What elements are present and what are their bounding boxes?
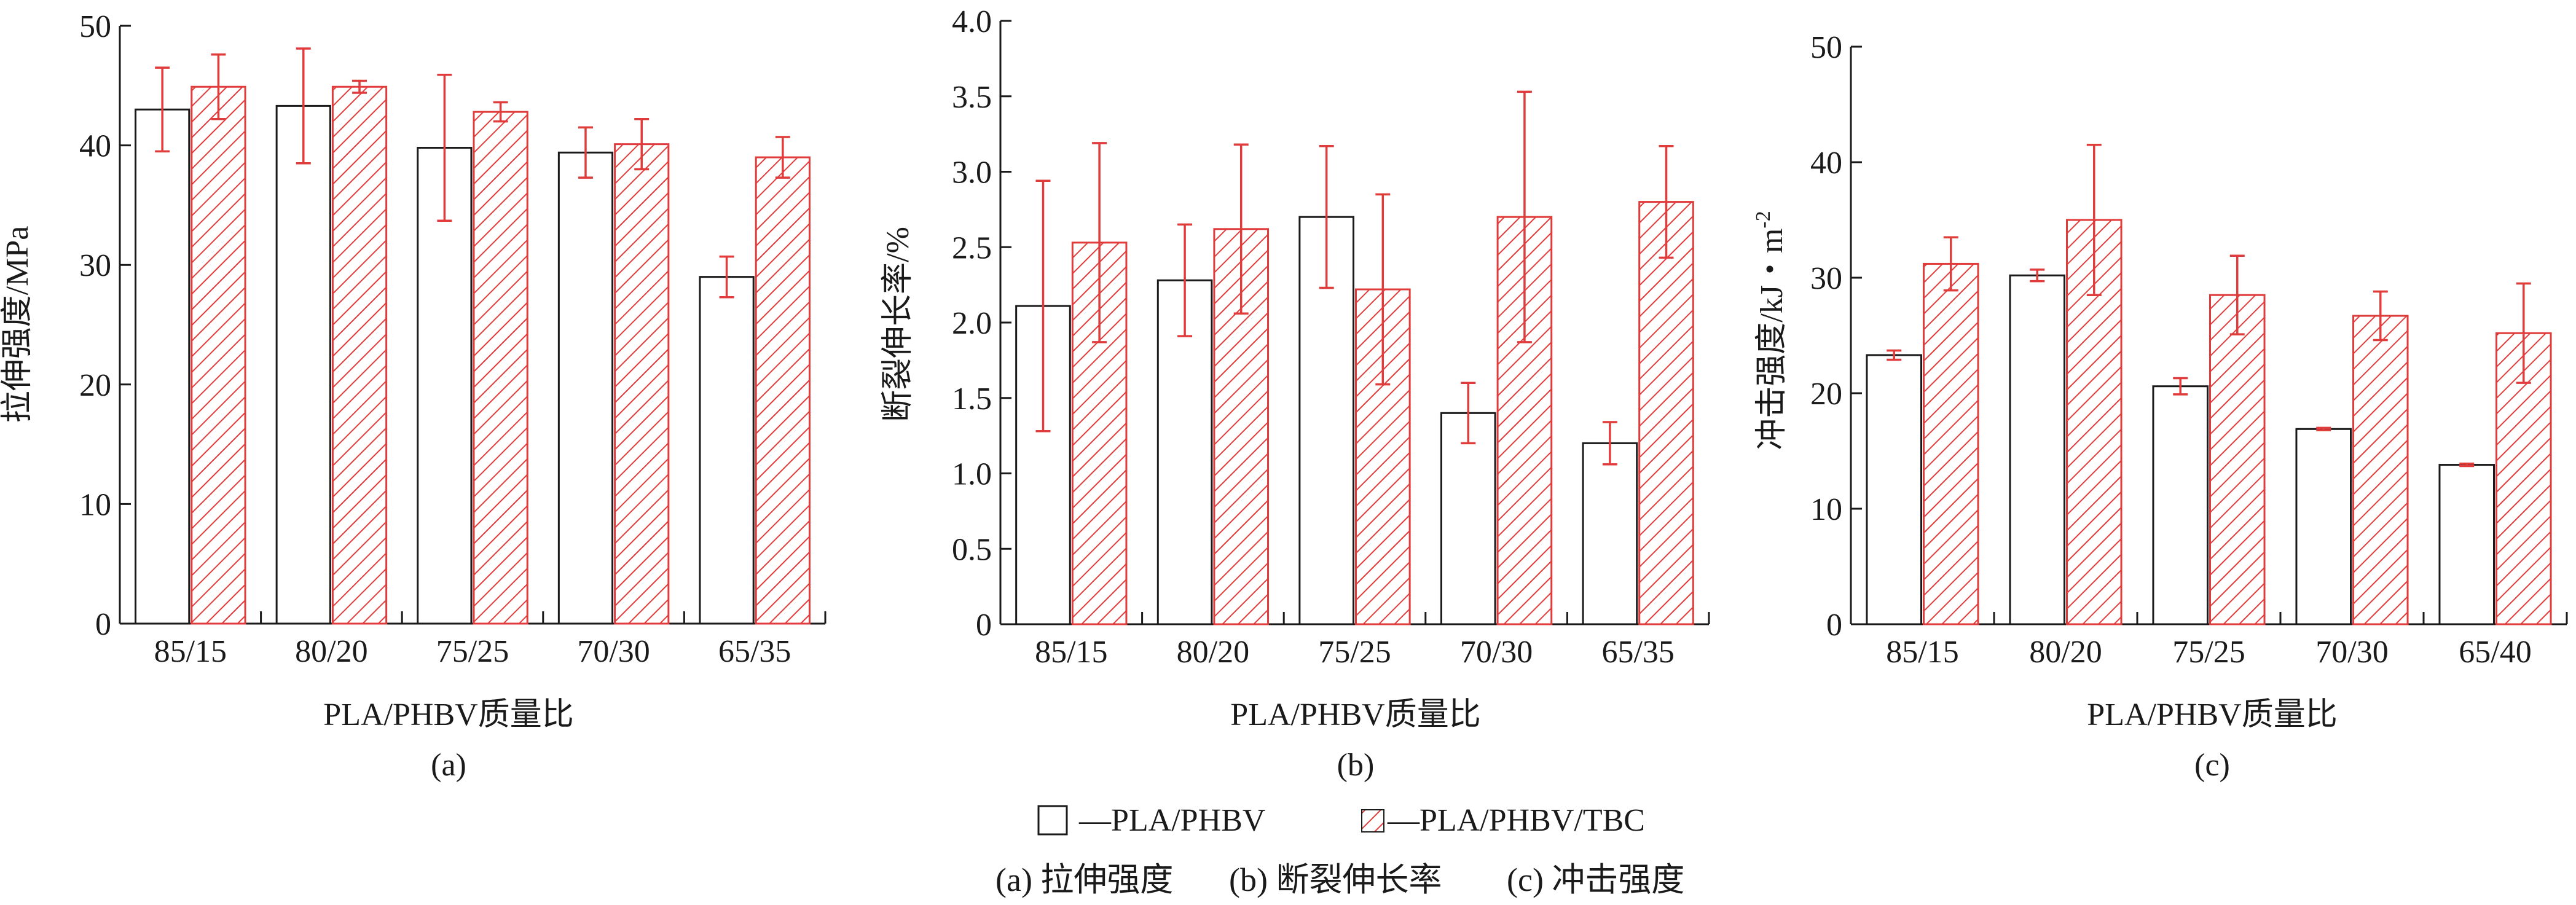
x-tick-label: 65/35: [1601, 635, 1674, 670]
chart-panel-b: 0 0.5 1.0 1.5 2.0 2.5 3.0 3.5 4.0 85/15 80/20 75/25…: [881, 4, 1710, 783]
x-tick-label: 70/30: [2315, 635, 2388, 670]
bar-hatched: [1923, 262, 1979, 625]
bar-plain: [1866, 354, 1922, 625]
bar-plain: [1440, 412, 1496, 625]
y-tick-label: 50: [79, 9, 111, 44]
y-axis-label: 断裂伸长率/%: [881, 227, 916, 422]
figure-caption: (a) 拉伸强度 (b) 断裂伸长率 (c) 冲击强度: [995, 861, 1684, 898]
legend-label-hatched: —PLA/PHBV/TBC: [1387, 803, 1645, 838]
legend-swatch-plain: [1037, 805, 1068, 836]
panel-label: (b): [1337, 748, 1375, 783]
bar-hatched: [2209, 294, 2266, 625]
x-tick-label: 75/25: [1318, 635, 1391, 670]
bar-plain: [1156, 279, 1213, 625]
x-tick-label: 85/15: [154, 634, 227, 669]
plot-area: 0 10 20 30 40 50 85/15 80/20 75/25 70/30 65/40: [1810, 30, 2568, 670]
x-tick-label: 70/30: [577, 634, 650, 669]
y-tick-label: 3.0: [952, 155, 992, 190]
chart-panel-c: 0 10 20 30 40 50 85/15 80/20 75/25 70/30 65/40 冲击强…: [1752, 30, 2568, 783]
y-tick-label: 40: [1810, 146, 1842, 181]
bar-plain: [1582, 442, 1638, 625]
y-tick-label: 2.5: [952, 230, 992, 265]
bar-hatched: [190, 85, 246, 625]
bar-plain: [275, 104, 331, 625]
x-tick-label: 65/40: [2459, 635, 2531, 670]
chart-panel-a: 0 10 20 30 40 50 85/15 80/20 75/25 70/30 65/35 拉伸强…: [0, 9, 827, 783]
x-tick-label: 80/20: [295, 634, 367, 669]
x-tick-label: 70/30: [1460, 635, 1533, 670]
y-axis-label-superscript: -2: [1752, 211, 1775, 228]
legend-label-plain: —PLA/PHBV: [1078, 803, 1265, 838]
bar-plain: [557, 151, 614, 625]
y-tick-label: 20: [79, 368, 111, 403]
y-tick-label: 1.0: [952, 457, 992, 492]
x-tick-label: 75/25: [2172, 635, 2245, 670]
bar-hatched: [2352, 315, 2409, 625]
y-tick-label: 3.5: [952, 80, 992, 115]
bar-plain: [135, 108, 190, 625]
x-tick-label: 80/20: [1177, 635, 1249, 670]
bar-hatched: [2496, 332, 2552, 625]
x-axis-label: PLA/PHBV质量比: [2087, 697, 2337, 732]
bar-hatched: [1638, 201, 1694, 625]
legend: —PLA/PHBV —PLA/PHBV/TBC: [1037, 803, 1645, 838]
y-tick-label: 10: [79, 487, 111, 522]
legend-swatch-hatched: [1361, 809, 1384, 833]
y-axis-label: 冲击强度/kJ・m-2: [1752, 211, 1789, 450]
panel-label: (c): [2194, 748, 2230, 783]
y-tick-label: 20: [1810, 377, 1842, 412]
y-tick-label: 4.0: [952, 4, 992, 39]
bar-hatched: [473, 111, 528, 625]
x-tick-label: 65/35: [718, 634, 791, 669]
y-axis-label-text: 冲击强度/kJ・m: [1754, 229, 1789, 450]
y-tick-label: 0: [95, 607, 111, 642]
bar-plain: [699, 276, 755, 625]
x-tick-label: 85/15: [1886, 635, 1958, 670]
x-tick-label: 85/15: [1035, 635, 1107, 670]
caption-b: (b) 断裂伸长率: [1229, 861, 1442, 898]
bar-hatched: [331, 85, 388, 625]
y-tick-label: 1.5: [952, 382, 992, 417]
bar-hatched: [614, 143, 670, 625]
y-tick-label: 40: [79, 129, 111, 164]
bar-plain: [2009, 274, 2065, 625]
plot-area: 0 0.5 1.0 1.5 2.0 2.5 3.0 3.5 4.0 85/15 80/20 75/25…: [952, 4, 1710, 670]
y-tick-label: 0: [1826, 608, 1842, 643]
bar-plain: [2438, 464, 2495, 625]
plot-area: 0 10 20 30 40 50 85/15 80/20 75/25 70/30 65/35: [79, 9, 827, 669]
y-tick-label: 0.5: [952, 532, 992, 567]
bar-hatched: [755, 156, 811, 625]
x-axis-label: PLA/PHBV质量比: [323, 697, 573, 732]
y-tick-label: 10: [1810, 492, 1842, 527]
bar-plain: [417, 146, 473, 625]
y-tick-label: 30: [1810, 261, 1842, 296]
x-tick-label: 80/20: [2029, 635, 2102, 670]
bar-plain: [2152, 385, 2209, 625]
x-axis-label: PLA/PHBV质量比: [1230, 697, 1480, 732]
y-tick-label: 2.0: [952, 306, 992, 341]
caption-a: (a) 拉伸强度: [995, 861, 1173, 898]
caption-c: (c) 冲击强度: [1507, 861, 1684, 898]
panel-label: (a): [431, 748, 466, 783]
y-tick-label: 50: [1810, 30, 1842, 65]
y-tick-label: 30: [79, 248, 111, 283]
y-tick-label: 0: [976, 608, 992, 643]
bar-plain: [2295, 428, 2352, 625]
x-tick-label: 75/25: [436, 634, 509, 669]
y-axis-label: 拉伸强度/MPa: [0, 226, 35, 423]
